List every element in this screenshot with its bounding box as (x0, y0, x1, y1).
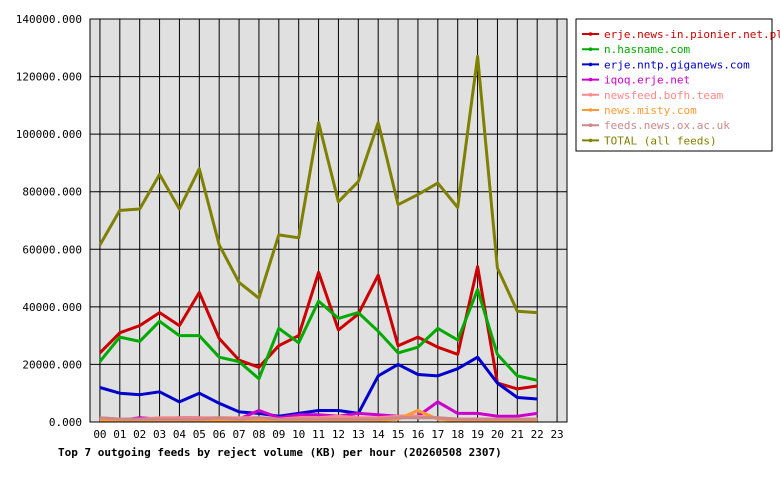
x-tick-label: 02 (133, 428, 146, 441)
series-line-2 (99, 355, 538, 418)
legend-label: erje.news-in.pionier.net.pl (604, 28, 780, 41)
x-tick-label: 11 (312, 428, 325, 441)
legend-marker (588, 77, 593, 82)
y-tick-label: 120000.000 (16, 71, 82, 84)
x-tick-label: 22 (531, 428, 544, 441)
y-tick-label: 140000.000 (16, 13, 82, 26)
x-tick-label: 03 (153, 428, 166, 441)
legend-label: TOTAL (all feeds) (604, 134, 717, 147)
x-tick-label: 09 (272, 428, 285, 441)
plot-border (89, 18, 568, 423)
y-tick-label: 0.000 (49, 416, 82, 429)
legend-label: iqoq.erje.net (604, 74, 690, 87)
chart-title: Top 7 outgoing feeds by reject volume (K… (58, 446, 502, 459)
y-tick-label: 60000.000 (22, 243, 82, 256)
y-tick-label: 100000.000 (16, 128, 82, 141)
legend-label: n.hasname.com (604, 43, 690, 56)
x-tick-label: 18 (451, 428, 464, 441)
x-tick-label: 00 (93, 428, 106, 441)
legend-marker (588, 93, 593, 97)
x-tick-label: 19 (471, 428, 484, 441)
x-tick-label: 20 (491, 428, 504, 441)
series-line-6 (99, 416, 538, 421)
x-tick-label: 16 (411, 428, 424, 441)
legend-marker (588, 47, 593, 51)
legend-marker (588, 32, 593, 36)
x-tick-label: 15 (391, 428, 404, 441)
legend-label: news.misty.com (604, 104, 697, 117)
legend-label: feeds.news.ox.ac.uk (604, 119, 730, 132)
legend-marker (588, 108, 593, 112)
legend-marker (588, 123, 593, 127)
x-tick-label: 01 (113, 428, 126, 441)
x-tick-label: 21 (511, 428, 524, 441)
x-tick-label: 08 (252, 428, 265, 441)
legend-box (575, 18, 773, 152)
x-tick-label: 17 (431, 428, 444, 441)
x-tick-label: 12 (332, 428, 345, 441)
legend-marker (588, 62, 593, 67)
legend-label: newsfeed.bofh.team (604, 89, 724, 102)
y-axis: 0.000 20000.000 40000.000 60000.000 80000.00… (16, 13, 82, 429)
y-tick-label: 20000.000 (22, 358, 82, 371)
legend-label: erje.nntp.giganews.com (604, 58, 750, 71)
y-tick-label: 80000.000 (22, 186, 82, 199)
x-tick-label: 07 (232, 428, 245, 441)
x-tick-label: 06 (213, 428, 226, 441)
x-tick-label: 04 (173, 428, 187, 441)
y-tick-label: 40000.000 (22, 301, 82, 314)
x-tick-label: 23 (550, 428, 563, 441)
series-line-1 (98, 288, 538, 382)
x-axis: 00 01 02 03 04 05 06 07 08 09 10 11 12 13 14 15 16 17 18 19… (93, 428, 563, 441)
legend: erje.news-in.pionier.net.pl n.hasname.com… (575, 18, 780, 152)
x-tick-label: 13 (352, 428, 365, 441)
x-tick-label: 14 (372, 428, 386, 441)
plot-area (90, 19, 567, 422)
series-line-7 (98, 54, 538, 315)
series-lines (98, 54, 538, 423)
x-tick-label: 10 (292, 428, 305, 441)
x-tick-label: 05 (193, 428, 206, 441)
legend-marker (588, 138, 593, 143)
